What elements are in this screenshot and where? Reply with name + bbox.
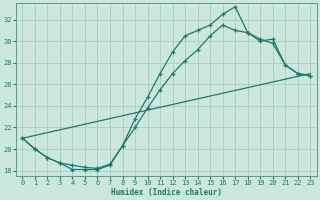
X-axis label: Humidex (Indice chaleur): Humidex (Indice chaleur) [111, 188, 222, 197]
